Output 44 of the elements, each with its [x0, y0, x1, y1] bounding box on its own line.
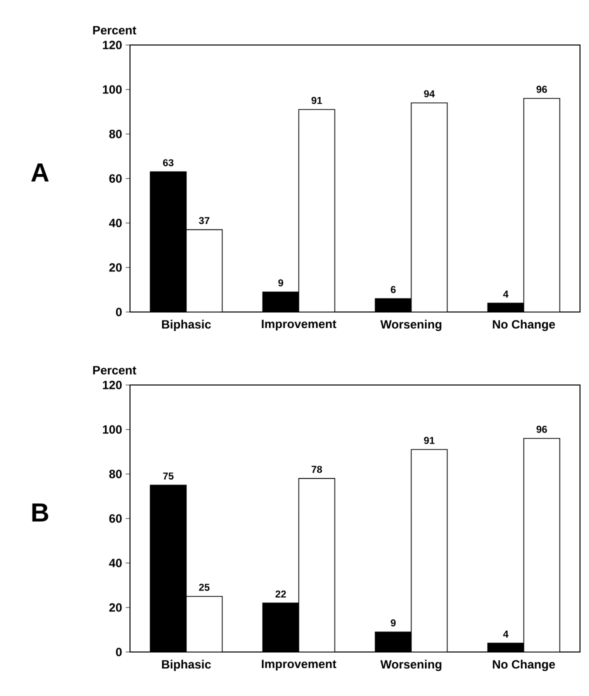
data-label: 9	[278, 279, 284, 286]
x-tick-label: Improvement	[262, 320, 336, 331]
y-axis-title: Percent	[93, 26, 136, 34]
y-tick-label: 60	[109, 514, 122, 523]
y-tick-label: 80	[109, 130, 122, 138]
x-tick-label: Worsening	[380, 320, 442, 332]
data-label: 4	[503, 630, 508, 638]
data-label: 63	[163, 159, 174, 166]
y-tick-label: 120	[102, 40, 122, 50]
y-tick-label: 120	[102, 380, 122, 390]
y-axis-title: Percent	[93, 366, 136, 374]
x-tick-label: No Change	[492, 660, 555, 672]
x-tick-label: Biphasic	[162, 320, 211, 331]
x-tick-label: Worsening	[380, 660, 442, 672]
y-tick-label: 40	[109, 558, 122, 568]
bar	[186, 229, 223, 312]
data-label: 78	[312, 466, 322, 473]
data-label: 96	[536, 426, 547, 433]
bar	[186, 596, 223, 652]
data-label: 96	[536, 86, 547, 93]
data-label: 6	[390, 286, 396, 294]
y-tick-label: 20	[109, 263, 122, 272]
data-label: 4	[503, 290, 508, 298]
y-tick-label: 60	[109, 174, 122, 183]
data-label: 91	[424, 436, 435, 444]
text: B	[32, 504, 48, 522]
y-tick-label: 0	[116, 308, 122, 316]
x-tick-label: No Change	[492, 320, 555, 332]
data-label: 37	[198, 217, 210, 224]
y-tick-label: 80	[109, 470, 122, 478]
y-tick-label: 40	[109, 218, 122, 228]
y-tick-label: 100	[102, 425, 122, 434]
y-tick-label: 100	[102, 85, 122, 94]
text: A	[31, 164, 49, 182]
data-label: 94	[424, 90, 435, 98]
y-tick-label: 0	[116, 648, 122, 656]
data-label: 25	[199, 584, 210, 591]
data-label: 91	[312, 96, 322, 104]
x-tick-label: Improvement	[262, 660, 336, 671]
data-label: 22	[276, 590, 286, 598]
data-label: 75	[163, 472, 174, 480]
data-label: 9	[390, 619, 396, 626]
x-tick-label: Biphasic	[162, 660, 211, 671]
y-tick-label: 20	[109, 603, 122, 612]
